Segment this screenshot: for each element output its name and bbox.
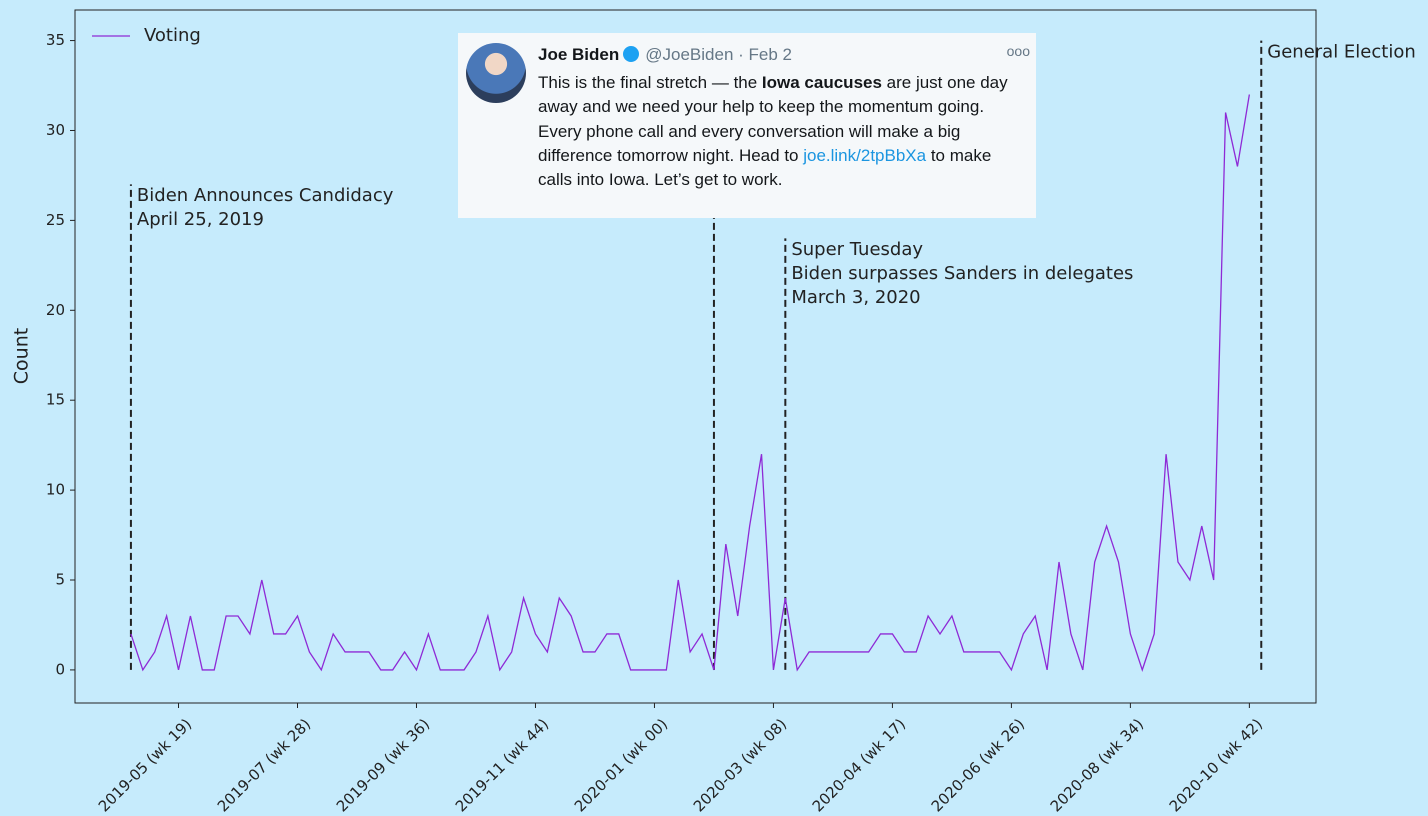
data-line — [130, 94, 1251, 672]
tweet-text: This is the final stretch — the Iowa cau… — [538, 71, 1018, 192]
x-tick-label: 2019-09 (wk 36) — [333, 715, 433, 815]
tweet-handle: @JoeBiden — [645, 45, 734, 64]
y-tick-label: 30 — [46, 121, 65, 139]
x-tick-label: 2020-08 (wk 34) — [1047, 715, 1147, 815]
x-tick-label: 2020-06 (wk 26) — [928, 715, 1028, 815]
plot-area — [74, 9, 1317, 704]
event-label: Biden Announces Candidacy — [137, 185, 394, 206]
text: This is the final stretch — the — [538, 73, 762, 92]
y-tick-label: 20 — [46, 301, 65, 319]
verified-badge — [623, 46, 640, 62]
y-tick-label: 35 — [46, 31, 65, 49]
y-tick-label: 5 — [55, 571, 65, 589]
more-button[interactable]: ooo — [1006, 43, 1030, 59]
event-label: April 25, 2019 — [137, 209, 264, 230]
x-tick-label: 2020-01 (wk 00) — [571, 715, 671, 815]
x-tick-label: 2019-11 (wk 44) — [452, 715, 552, 815]
x-tick-label: 2019-07 (wk 28) — [214, 715, 314, 815]
text: are just one day away and we need your h… — [538, 73, 1008, 165]
x-tick-label: 2019-05 (wk 19) — [95, 715, 195, 815]
bold-text: Iowa caucuses — [761, 73, 882, 92]
y-tick-label: 10 — [46, 481, 65, 499]
text: to make calls into Iowa. Let’s get to wo… — [538, 145, 992, 190]
link[interactable]: joe.link/2tpBbXa — [803, 145, 927, 165]
x-tick-label: 2020-10 (wk 42) — [1166, 715, 1266, 815]
event-label: Biden surpasses Sanders in delegates — [791, 263, 1133, 284]
event-label: General Election — [1267, 41, 1415, 62]
tweet-card[interactable]: Joe Biden @JoeBiden · Feb 2 ooo This is t… — [458, 33, 1036, 218]
tweet-date: · Feb 2 — [738, 45, 792, 64]
tweet-author: Joe Biden — [538, 45, 620, 64]
y-tick-label: 15 — [46, 391, 65, 409]
x-tick-label: 2020-03 (wk 08) — [690, 715, 790, 815]
x-tick-label: 2020-04 (wk 17) — [809, 715, 909, 815]
legend-label: Voting — [144, 25, 201, 46]
y-tick-label: 25 — [46, 211, 65, 229]
avatar — [466, 43, 526, 103]
y-tick-label: 0 — [55, 660, 65, 678]
event-label: March 3, 2020 — [791, 287, 920, 308]
event-label: Super Tuesday — [791, 239, 923, 260]
tweet-header: Joe Biden @JoeBiden · Feb 2 — [538, 45, 792, 65]
y-axis-label: Count — [11, 328, 33, 384]
